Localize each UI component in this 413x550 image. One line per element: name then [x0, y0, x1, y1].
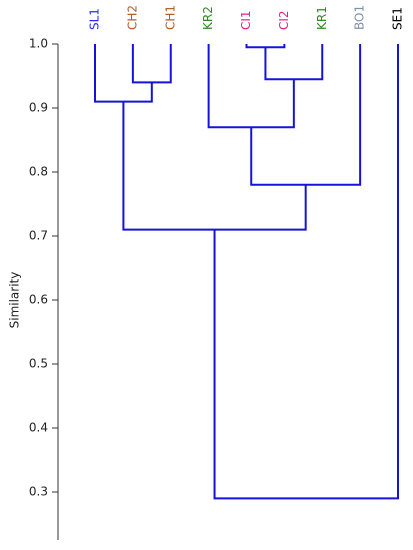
y-tick-label: 0.9: [29, 101, 48, 115]
leaf-label: CH2: [125, 5, 139, 30]
y-tick-label: 0.6: [29, 293, 48, 307]
dendrogram-link: [250, 44, 362, 186]
dendrogram-link: [131, 44, 172, 84]
y-tick-label: 0.8: [29, 165, 48, 179]
y-tick-label: 0.7: [29, 229, 48, 243]
y-tick-label: 0.3: [29, 485, 48, 499]
leaf-label: KR2: [201, 6, 215, 30]
dendrogram-link: [264, 44, 324, 81]
leaf-label: CI2: [277, 10, 291, 30]
leaf-label: KR1: [315, 6, 329, 30]
y-tick-label: 0.4: [29, 421, 48, 435]
y-tick-label: 0.5: [29, 357, 48, 371]
leaf-label: BO1: [353, 5, 367, 30]
leaf-label: CH1: [163, 5, 177, 30]
dendrogram-link: [213, 44, 399, 500]
y-axis-label: Similarity: [8, 272, 22, 329]
leaf-label: SL1: [88, 8, 102, 30]
dendrogram-link: [94, 44, 153, 103]
y-tick-label: 1.0: [29, 37, 48, 51]
dendrogram-link: [207, 44, 295, 129]
dendrogram-link: [122, 101, 307, 231]
leaf-label: CI1: [239, 10, 253, 30]
dendrogram-link: [245, 44, 286, 49]
leaf-label: SE1: [391, 7, 405, 30]
